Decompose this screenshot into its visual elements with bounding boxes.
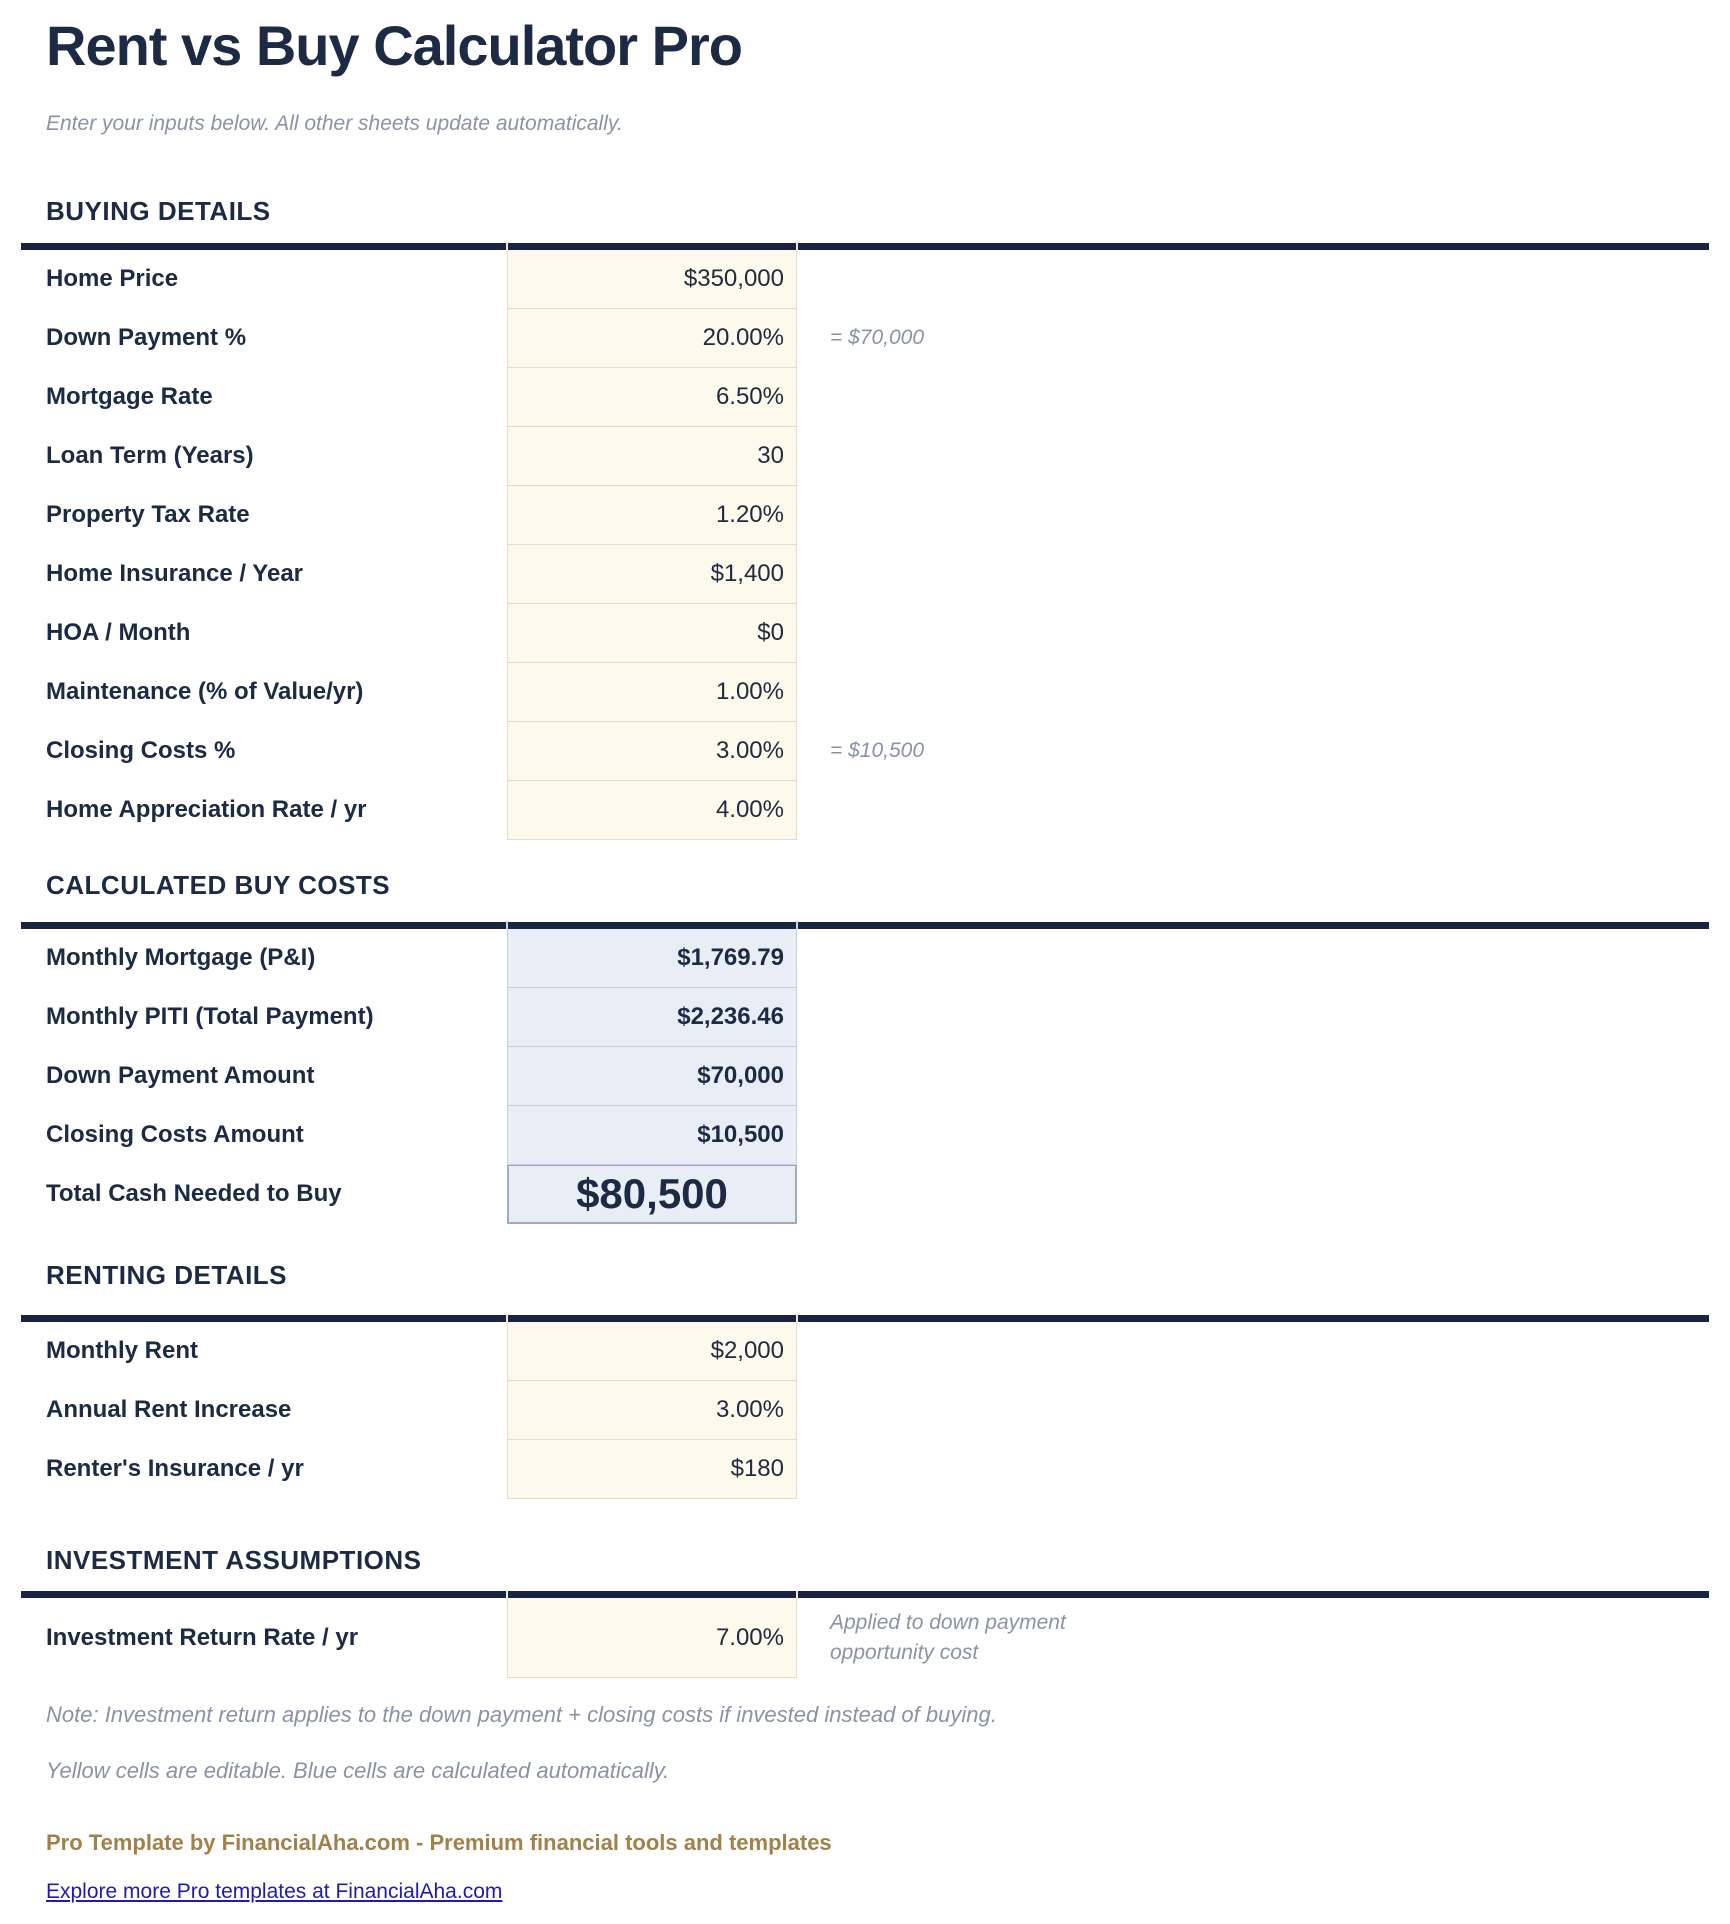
sheet-row: Home Appreciation Rate / yr 4.00%: [46, 780, 1730, 840]
page-title: Rent vs Buy Calculator Pro: [46, 14, 743, 77]
divider-cell-border-right: [796, 1590, 798, 1600]
down-payment-amount-cell: $70,000: [507, 1046, 797, 1106]
cell-note: = $70,000: [830, 325, 925, 349]
mortgage-rate-cell[interactable]: 6.50%: [507, 367, 797, 427]
sheet-row: Annual Rent Increase 3.00%: [46, 1380, 1730, 1440]
template-credit: Pro Template by FinancialAha.com - Premi…: [46, 1830, 832, 1856]
monthly-rent-cell[interactable]: $2,000: [507, 1321, 797, 1381]
renters-insurance-cell[interactable]: $180: [507, 1439, 797, 1499]
annual-rent-increase-cell[interactable]: 3.00%: [507, 1380, 797, 1440]
monthly-mortgage-cell: $1,769.79: [507, 928, 797, 988]
closing-costs-amount-cell: $10,500: [507, 1105, 797, 1165]
divider-cell-border-left: [506, 1590, 508, 1600]
row-label: Closing Costs %: [46, 737, 236, 765]
sheet-row: Renter's Insurance / yr $180: [46, 1439, 1730, 1499]
divider-cell-border-right: [796, 1313, 798, 1323]
row-label: Mortgage Rate: [46, 383, 213, 411]
section-rows: Monthly Mortgage (P&I) $1,769.79 Monthly…: [46, 928, 1730, 1224]
sheet-row: Mortgage Rate 6.50%: [46, 367, 1730, 427]
sheet-row: Closing Costs % 3.00% = $10,500: [46, 721, 1730, 781]
section-title-buying: BUYING DETAILS: [46, 196, 271, 227]
row-label: Annual Rent Increase: [46, 1396, 292, 1424]
sheet-row: Monthly Rent $2,000: [46, 1321, 1730, 1381]
row-label: Monthly PITI (Total Payment): [46, 1003, 374, 1031]
investment-return-rate-cell[interactable]: 7.00%: [507, 1598, 797, 1679]
row-label: Home Appreciation Rate / yr: [46, 796, 367, 824]
home-price-cell[interactable]: $350,000: [507, 249, 797, 309]
section-divider: [21, 920, 1709, 930]
divider-cell-border-left: [506, 920, 508, 930]
page-subtitle: Enter your inputs below. All other sheet…: [46, 112, 623, 136]
row-label: Down Payment %: [46, 324, 247, 352]
row-label: Renter's Insurance / yr: [46, 1455, 304, 1483]
row-label: Total Cash Needed to Buy: [46, 1180, 342, 1208]
section-divider: [21, 241, 1709, 251]
sheet-row: Investment Return Rate / yr 7.00% Applie…: [46, 1598, 1730, 1679]
section-buying: BUYING DETAILS Home Price $350,000 Down …: [21, 196, 1730, 840]
row-label: HOA / Month: [46, 619, 191, 647]
calculator-sections: BUYING DETAILS Home Price $350,000 Down …: [21, 196, 1730, 1679]
sheet-row: Home Price $350,000: [46, 249, 1730, 309]
down-payment-pct-cell[interactable]: 20.00%: [507, 308, 797, 368]
loan-term-cell[interactable]: 30: [507, 426, 797, 486]
row-label: Maintenance (% of Value/yr): [46, 678, 364, 706]
sheet-row: HOA / Month $0: [46, 603, 1730, 663]
sheet-row: Monthly Mortgage (P&I) $1,769.79: [46, 928, 1730, 988]
appreciation-rate-cell[interactable]: 4.00%: [507, 780, 797, 840]
property-tax-rate-cell[interactable]: 1.20%: [507, 485, 797, 545]
row-label: Monthly Rent: [46, 1337, 198, 1365]
monthly-piti-cell: $2,236.46: [507, 987, 797, 1047]
sheet-row: Home Insurance / Year $1,400: [46, 544, 1730, 604]
cell-legend-footnote: Yellow cells are editable. Blue cells ar…: [46, 1758, 670, 1784]
row-label: Property Tax Rate: [46, 501, 250, 529]
sheet-row: Down Payment % 20.00% = $70,000: [46, 308, 1730, 368]
cell-note: Applied to down payment opportunity cost: [830, 1610, 1066, 1665]
section-rows: Home Price $350,000 Down Payment % 20.00…: [46, 249, 1730, 840]
divider-cell-border-right: [796, 920, 798, 930]
total-cash-needed-cell: $80,500: [507, 1164, 797, 1224]
sheet-row: Loan Term (Years) 30: [46, 426, 1730, 486]
sheet-row: Total Cash Needed to Buy $80,500: [46, 1164, 1730, 1224]
section-calculated: CALCULATED BUY COSTS Monthly Mortgage (P…: [21, 869, 1730, 1224]
sheet-row: Maintenance (% of Value/yr) 1.00%: [46, 662, 1730, 722]
section-divider: [21, 1313, 1709, 1323]
financialaha-link[interactable]: Explore more Pro templates at FinancialA…: [46, 1880, 503, 1904]
section-title-investment: INVESTMENT ASSUMPTIONS: [46, 1544, 422, 1575]
section-renting: RENTING DETAILS Monthly Rent $2,000 Annu…: [21, 1259, 1730, 1499]
section-title-renting: RENTING DETAILS: [46, 1259, 288, 1290]
investment-footnote: Note: Investment return applies to the d…: [46, 1702, 997, 1728]
hoa-month-cell[interactable]: $0: [507, 603, 797, 663]
row-label: Investment Return Rate / yr: [46, 1624, 359, 1652]
divider-cell-border-left: [506, 241, 508, 251]
divider-cell-border-right: [796, 241, 798, 251]
section-title-calculated: CALCULATED BUY COSTS: [46, 869, 391, 900]
section-rows: Investment Return Rate / yr 7.00% Applie…: [46, 1598, 1730, 1679]
sheet-row: Monthly PITI (Total Payment) $2,236.46: [46, 987, 1730, 1047]
row-label: Down Payment Amount: [46, 1062, 315, 1090]
cell-note: = $10,500: [830, 738, 925, 762]
row-label: Closing Costs Amount: [46, 1121, 304, 1149]
maintenance-pct-cell[interactable]: 1.00%: [507, 662, 797, 722]
closing-costs-pct-cell[interactable]: 3.00%: [507, 721, 797, 781]
row-label: Home Insurance / Year: [46, 560, 304, 588]
sheet-row: Property Tax Rate 1.20%: [46, 485, 1730, 545]
home-insurance-cell[interactable]: $1,400: [507, 544, 797, 604]
sheet-row: Down Payment Amount $70,000: [46, 1046, 1730, 1106]
section-divider: [21, 1590, 1709, 1600]
sheet-row: Closing Costs Amount $10,500: [46, 1105, 1730, 1165]
row-label: Home Price: [46, 265, 179, 293]
section-investment: INVESTMENT ASSUMPTIONS Investment Return…: [21, 1544, 1730, 1679]
divider-cell-border-left: [506, 1313, 508, 1323]
row-label: Monthly Mortgage (P&I): [46, 944, 316, 972]
section-rows: Monthly Rent $2,000 Annual Rent Increase…: [46, 1321, 1730, 1499]
row-label: Loan Term (Years): [46, 442, 254, 470]
